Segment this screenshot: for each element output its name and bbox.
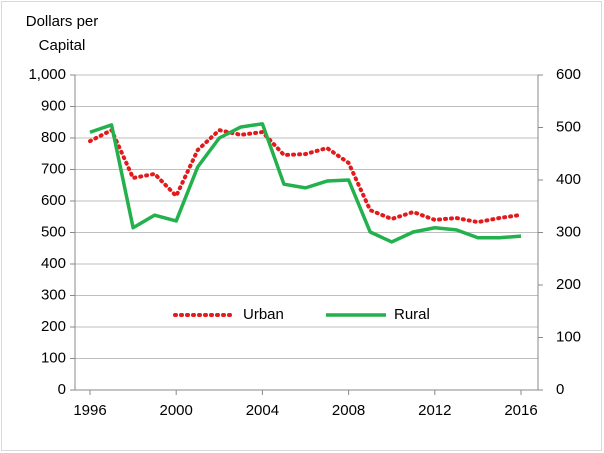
y-tick-label: 200 (41, 318, 66, 335)
y-tick-label: 300 (41, 286, 66, 303)
y-tick-label: 1,000 (28, 66, 66, 83)
y-tick-label: 700 (41, 160, 66, 177)
y-tick-label: 0 (58, 381, 66, 398)
x-tick-label: 2012 (418, 402, 451, 419)
y-axis-label: Dollars per Capital (25, 13, 99, 54)
y-tick-label: 100 (41, 349, 66, 366)
x-tick-label: 2004 (246, 402, 279, 419)
x-tick-label: 2008 (332, 402, 365, 419)
y-tick-label: 400 (41, 255, 66, 272)
y2-tick-label: 600 (556, 66, 581, 83)
legend-label: Urban (243, 306, 284, 323)
x-tick-label: 2000 (160, 402, 193, 419)
y2-tick-label: 500 (556, 118, 581, 135)
y-tick-label: 800 (41, 129, 66, 146)
y-tick-label: 500 (41, 223, 66, 240)
y2-tick-label: 300 (556, 223, 581, 240)
y2-tick-label: 400 (556, 171, 581, 188)
y-tick-label: 900 (41, 97, 66, 114)
y2-tick-label: 0 (556, 381, 564, 398)
y-tick-label: 600 (41, 192, 66, 209)
legend-label: Rural (394, 306, 430, 323)
y2-tick-label: 100 (556, 328, 581, 345)
line-series (89, 122, 522, 244)
y2-tick-label: 200 (556, 276, 581, 293)
x-tick-label: 2016 (504, 402, 537, 419)
x-tick-label: 1996 (73, 402, 106, 419)
line-series (88, 128, 523, 225)
